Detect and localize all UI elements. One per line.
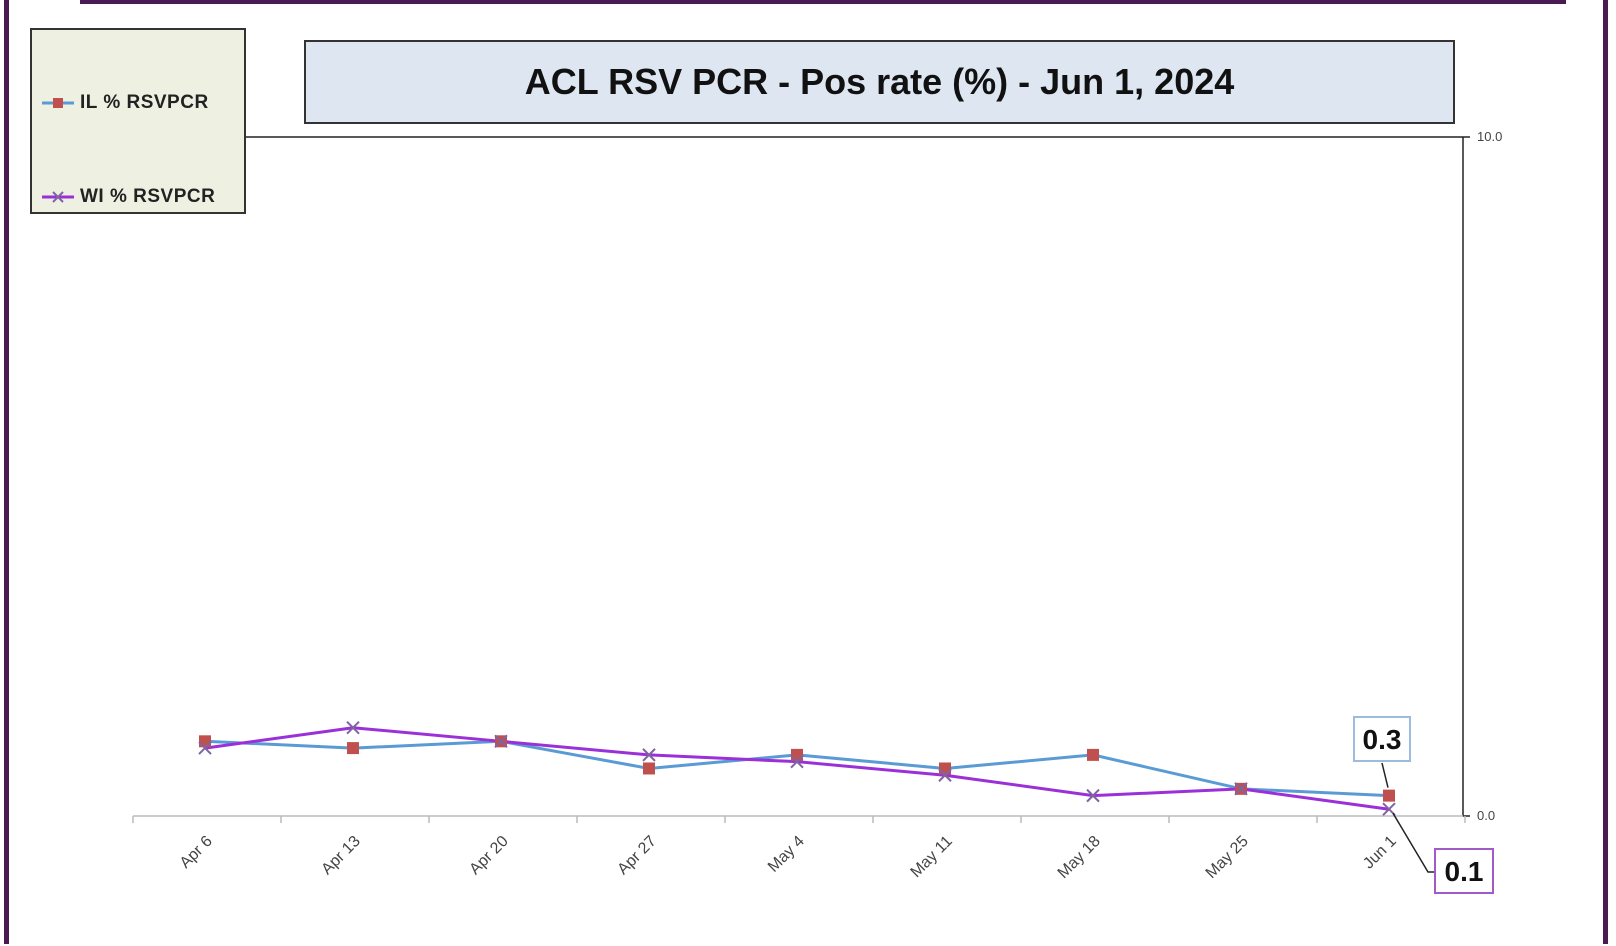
data-point-il (1383, 789, 1395, 802)
x-tick-label: May 11 (908, 833, 956, 881)
chart-title: ACL RSV PCR - Pos rate (%) - Jun 1, 2024 (524, 61, 1235, 102)
callout-wi-last: 0.1 (1434, 848, 1494, 894)
x-tick-label: Apr 20 (466, 833, 511, 878)
legend-swatch-il (42, 98, 74, 108)
callout-il-last: 0.3 (1353, 716, 1411, 762)
callout-il-leader (1381, 762, 1389, 788)
series-line-1 (204, 726, 1390, 811)
data-point-wi (494, 734, 508, 749)
callout-wi-leader (1392, 812, 1434, 873)
legend-entry-wi: WI % RSVPCR (40, 186, 215, 208)
chart-frame (4, 0, 1608, 944)
x-tick-label: May 18 (1055, 833, 1104, 882)
data-point-wi (1086, 788, 1100, 803)
data-point-il (939, 762, 951, 775)
x-tick-label: Apr 13 (318, 833, 363, 878)
chart-title-box: ACL RSV PCR - Pos rate (%) - Jun 1, 2024 (304, 40, 1455, 124)
data-point-wi (790, 754, 804, 769)
y-tick-label: 10.0 (1477, 129, 1502, 144)
x-tick-label: Apr 6 (177, 833, 216, 872)
data-point-wi (642, 748, 656, 762)
data-point-il (347, 742, 359, 755)
data-point-wi (346, 721, 360, 735)
legend-swatch-wi (42, 191, 74, 203)
data-point-il (791, 748, 803, 761)
legend-label-il: IL % RSVPCR (80, 92, 209, 113)
data-point-il (1087, 748, 1099, 761)
data-point-il (199, 735, 211, 748)
data-point-wi (1234, 782, 1248, 796)
x-tick-label: May 25 (1203, 833, 1252, 882)
data-point-il (643, 762, 655, 775)
legend: IL % RSVPCR WI % RSVPCR (30, 28, 246, 214)
legend-label-wi: WI % RSVPCR (80, 186, 216, 207)
data-point-wi (938, 768, 952, 782)
top-rule (80, 0, 1566, 4)
x-tick-label: Jun 1 (1360, 833, 1400, 873)
y-tick-label: 0.0 (1477, 808, 1495, 823)
x-tick-label: Apr 27 (614, 833, 659, 878)
legend-entry-il: IL % RSVPCR (40, 92, 209, 114)
x-tick-label: May 4 (765, 833, 808, 876)
data-point-wi (198, 741, 212, 755)
